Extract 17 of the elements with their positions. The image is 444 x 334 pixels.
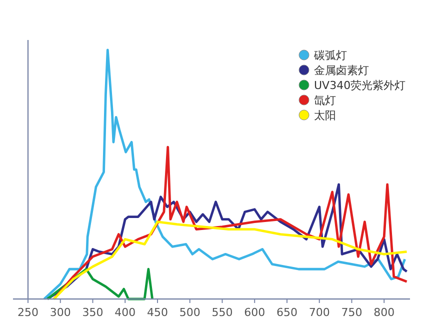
x-tick-label: 250 bbox=[18, 306, 38, 319]
legend-label: UV340荧光紫外灯 bbox=[314, 79, 406, 92]
x-tick-label: 650 bbox=[276, 306, 298, 319]
x-tick-label: 350 bbox=[82, 306, 104, 319]
x-tick-label: 550 bbox=[212, 306, 233, 319]
x-tick-label: 500 bbox=[179, 306, 200, 319]
legend-label: 氙灯 bbox=[314, 94, 336, 107]
legend-label: 碳弧灯 bbox=[313, 49, 347, 62]
x-tick-label: 400 bbox=[114, 306, 136, 319]
legend-label: 金属卤素灯 bbox=[314, 64, 369, 77]
x-tick-label: 600 bbox=[244, 306, 266, 319]
x-tick-label: 700 bbox=[308, 306, 330, 319]
x-tick-label: 800 bbox=[374, 306, 395, 319]
legend-label: 太阳 bbox=[314, 109, 336, 122]
x-tick-label: 300 bbox=[50, 306, 71, 319]
x-tick-label: 750 bbox=[341, 306, 362, 319]
x-tick-label: 450 bbox=[146, 306, 168, 319]
